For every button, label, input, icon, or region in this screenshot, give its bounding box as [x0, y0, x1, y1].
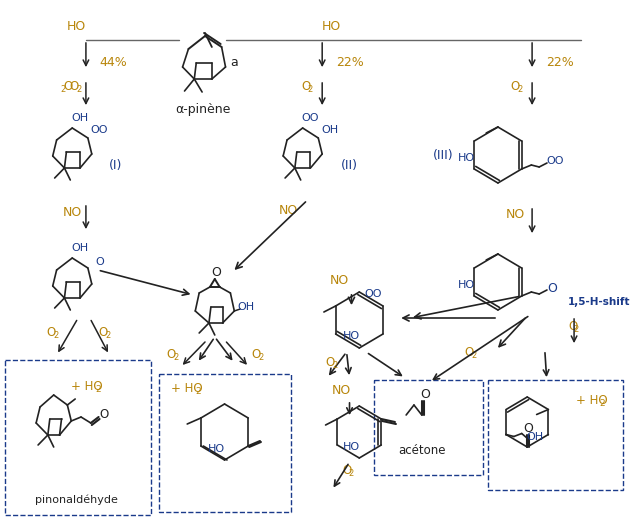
- Text: pinonaldéhyde: pinonaldéhyde: [35, 495, 118, 505]
- Text: HO: HO: [458, 153, 475, 163]
- Text: OH: OH: [322, 125, 339, 135]
- Text: 2: 2: [195, 387, 201, 396]
- Text: NO: NO: [506, 209, 525, 222]
- Text: NO: NO: [278, 203, 298, 216]
- Text: O: O: [211, 266, 221, 278]
- Text: OO: OO: [91, 125, 108, 135]
- Text: O: O: [547, 281, 557, 294]
- Text: OH: OH: [237, 302, 255, 312]
- Text: OH: OH: [71, 113, 89, 123]
- Text: O: O: [523, 422, 533, 435]
- Text: OO: OO: [364, 289, 382, 299]
- Text: O: O: [99, 325, 108, 339]
- Text: O: O: [100, 408, 109, 420]
- Text: 2: 2: [349, 468, 354, 477]
- Text: + HO: + HO: [71, 380, 103, 394]
- Text: NO: NO: [330, 274, 349, 287]
- Bar: [5, 360, 151, 515]
- Bar: [159, 374, 291, 512]
- Text: (III): (III): [433, 148, 453, 161]
- Text: 2: 2: [61, 85, 66, 94]
- Text: HO: HO: [343, 442, 360, 452]
- Text: + HO: + HO: [171, 381, 203, 395]
- Text: O: O: [64, 81, 73, 93]
- Text: OO: OO: [546, 156, 563, 166]
- Text: O: O: [420, 388, 430, 401]
- Bar: [488, 380, 623, 490]
- Text: NO: NO: [62, 205, 82, 219]
- Text: OH: OH: [527, 431, 544, 442]
- Text: NO: NO: [332, 384, 351, 397]
- Text: HO: HO: [208, 444, 225, 454]
- Text: a: a: [230, 57, 238, 70]
- Text: O: O: [464, 345, 473, 358]
- Text: 44%: 44%: [100, 56, 127, 69]
- Text: O: O: [511, 81, 520, 93]
- Text: 2: 2: [332, 361, 338, 369]
- Text: (I): (I): [109, 158, 122, 171]
- Text: 1,5-H-shift: 1,5-H-shift: [568, 297, 631, 307]
- Text: HO: HO: [66, 19, 86, 32]
- Text: OO: OO: [302, 113, 319, 123]
- Text: O: O: [167, 348, 176, 362]
- Text: 22%: 22%: [546, 56, 574, 69]
- Text: HO: HO: [343, 331, 360, 341]
- Text: O: O: [251, 348, 260, 362]
- Text: HO: HO: [458, 280, 475, 290]
- Text: + HO: + HO: [576, 394, 608, 407]
- Text: O: O: [69, 81, 79, 93]
- Text: 2: 2: [308, 85, 313, 94]
- Text: 2: 2: [518, 85, 523, 94]
- Text: 22%: 22%: [336, 56, 363, 69]
- Bar: [374, 380, 484, 475]
- Text: α-pinène: α-pinène: [176, 103, 231, 115]
- Text: 2: 2: [471, 351, 476, 359]
- Text: 2: 2: [77, 85, 82, 94]
- Text: 2: 2: [599, 398, 605, 408]
- Text: O: O: [301, 81, 310, 93]
- Text: 2: 2: [173, 354, 178, 363]
- Text: O: O: [325, 355, 334, 368]
- Text: O: O: [342, 464, 351, 476]
- Text: 2: 2: [573, 324, 578, 333]
- Text: 2: 2: [96, 386, 102, 395]
- Text: OH: OH: [71, 243, 89, 253]
- Text: acétone: acétone: [398, 443, 446, 456]
- Text: 2: 2: [105, 331, 111, 340]
- Text: 2: 2: [53, 331, 59, 340]
- Text: 2: 2: [258, 354, 263, 363]
- Text: O: O: [95, 257, 104, 267]
- Text: HO: HO: [322, 19, 341, 32]
- Text: O: O: [46, 325, 55, 339]
- Text: (II): (II): [341, 158, 358, 171]
- Text: O: O: [568, 320, 577, 333]
